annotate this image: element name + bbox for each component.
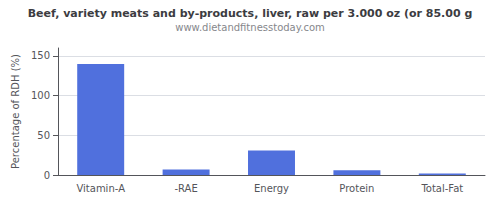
svg-text:www.dietandfitnesstoday.com: www.dietandfitnesstoday.com <box>175 22 324 33</box>
svg-text:Energy: Energy <box>254 183 289 194</box>
svg-text:150: 150 <box>31 50 50 61</box>
svg-text:Beef, variety meats and by-pro: Beef, variety meats and by-products, liv… <box>28 7 473 20</box>
svg-text:100: 100 <box>31 90 50 101</box>
svg-text:0: 0 <box>44 170 50 181</box>
svg-text:Protein: Protein <box>339 183 374 194</box>
svg-text:Percentage of RDH (%): Percentage of RDH (%) <box>10 54 21 169</box>
svg-text:Vitamin-A: Vitamin-A <box>76 183 125 194</box>
svg-text:-RAE: -RAE <box>174 183 197 194</box>
svg-text:50: 50 <box>37 130 50 141</box>
svg-text:Total-Fat: Total-Fat <box>420 183 463 194</box>
